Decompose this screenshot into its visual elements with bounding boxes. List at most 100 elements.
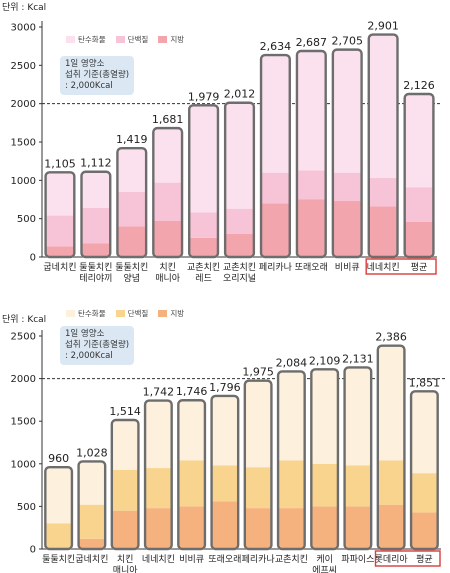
bar-segment-fat xyxy=(411,512,438,549)
category-label: 페리카나 xyxy=(259,262,292,273)
bar-outline xyxy=(188,104,220,259)
bar-segment-fat xyxy=(344,506,372,549)
bar-outline xyxy=(44,171,76,259)
bar-segment-protein xyxy=(244,467,272,509)
bar-segment-carb xyxy=(145,400,172,469)
bar-segment-protein xyxy=(153,182,183,221)
legend-item-fat: 지방 xyxy=(158,308,184,319)
daily-intake-note: 1일 영양소 섭취 기준(총열량) : 2,000Kcal xyxy=(60,56,135,95)
bar-segment-fat xyxy=(153,220,183,257)
category-label: 매니아 xyxy=(113,565,139,573)
bar-value-label: 1,742 xyxy=(143,386,175,399)
category-label: 교촌치킨 xyxy=(187,261,220,273)
bar-segment-protein xyxy=(178,460,205,507)
category-label: 레드 xyxy=(195,273,212,284)
note-line-2: 섭취 기준(총열량) xyxy=(65,340,130,350)
bar-segment-carb xyxy=(377,345,405,461)
bar-segment-carb xyxy=(411,391,438,474)
note-line-3: : 2,000Kcal xyxy=(65,351,113,361)
bar-segment-protein xyxy=(145,468,172,509)
bar-segment-protein xyxy=(332,172,362,202)
bar-segment-protein xyxy=(225,208,254,234)
y-tick-label: 1000 xyxy=(11,459,36,470)
category-label: 둘둘치킨 xyxy=(42,553,75,565)
category-label: 평균 xyxy=(411,262,428,273)
category-label: 오리지널 xyxy=(223,273,256,284)
bar-value-label: 2,126 xyxy=(403,79,435,92)
bar-segment-fat xyxy=(111,510,139,549)
bar-segment-fat xyxy=(78,538,106,549)
bar-segment-carb xyxy=(153,128,183,183)
category-label: 네네치킨 xyxy=(142,553,175,565)
bar-segment-protein xyxy=(211,465,239,502)
category-label: 케이 xyxy=(316,554,333,565)
bar-value-label: 1,975 xyxy=(242,366,274,379)
bar-segment-fat xyxy=(368,206,398,257)
category-label: 에프씨 xyxy=(312,565,337,573)
bar-value-label: 2,687 xyxy=(296,36,328,49)
bar-outline xyxy=(110,418,140,551)
bar-segment-fat xyxy=(311,506,338,549)
category-label: 둘둘치킨 xyxy=(115,261,148,273)
bar-outline xyxy=(143,399,173,551)
bar-segment-fat xyxy=(117,226,147,257)
bar-segment-protein xyxy=(344,465,372,507)
note-line-2: 섭취 기준(총열량) xyxy=(65,70,130,80)
legend-item-protein: 단백질 xyxy=(115,34,148,45)
bar-segment-carb xyxy=(404,94,434,188)
bar-segment-carb xyxy=(225,102,254,209)
bar-segment-carb xyxy=(178,400,205,461)
bar-outline xyxy=(210,394,240,551)
bar-value-label: 2,131 xyxy=(342,352,374,365)
bar-segment-protein xyxy=(411,473,438,513)
bar-segment-protein xyxy=(45,215,75,247)
y-tick-label: 3000 xyxy=(11,23,36,34)
bar-value-label: 2,386 xyxy=(375,331,407,344)
legend-swatch-protein xyxy=(115,36,125,43)
y-tick-label: 1000 xyxy=(11,176,36,187)
legend-item-carb: 탄수화물 xyxy=(66,308,106,319)
note-line-1: 1일 영양소 xyxy=(65,59,105,69)
bar-segment-protein xyxy=(311,463,338,507)
legend-item-carb: 탄수화물 xyxy=(66,34,106,45)
bar-outline xyxy=(376,344,406,551)
chart-bottom: 0 500 1000 1500 2000 2500 960 둘둘치킨 1,028 굽네치킨 1,51… xyxy=(0,288,450,573)
bar-segment-fat xyxy=(225,234,254,257)
category-label: 네네치킨 xyxy=(367,261,400,273)
bar-outline xyxy=(295,49,327,259)
y-tick-label: 500 xyxy=(17,214,36,225)
y-tick-label: 2000 xyxy=(11,99,36,110)
category-label: 페리카나 xyxy=(242,554,275,565)
bar-segment-fat xyxy=(211,501,239,549)
bar-outline xyxy=(152,126,184,259)
bar-segment-protein xyxy=(78,504,106,539)
bar-segment-carb xyxy=(211,395,239,466)
bar-segment-fat xyxy=(45,246,75,257)
unit-label: 단위 : Kcal xyxy=(2,315,47,325)
bar-segment-carb xyxy=(296,50,326,171)
bar-segment-fat xyxy=(178,506,205,549)
bar-outline xyxy=(177,399,207,551)
legend-label-fat: 지방 xyxy=(170,35,185,44)
category-label: 매니아 xyxy=(155,273,181,284)
bar-outline xyxy=(403,92,435,259)
bar-value-label: 1,105 xyxy=(44,157,76,170)
category-label: 둘둘치킨 xyxy=(79,261,112,273)
bar-value-label: 1,796 xyxy=(209,381,241,394)
y-tick-label: 1500 xyxy=(11,417,36,428)
bar-segment-fat xyxy=(261,203,290,257)
note-line-1: 1일 영양소 xyxy=(65,329,105,339)
bar-segment-fat xyxy=(145,508,172,549)
chart-top: 0 500 1000 1500 2000 2500 3000 1,105 굽네치킨 1,112 둘둘… xyxy=(2,3,441,284)
bar-value-label: 1,851 xyxy=(409,376,441,389)
y-tick-label: 1500 xyxy=(11,138,36,149)
y-tick-label: 0 xyxy=(30,253,36,264)
legend: 탄수화물 단백질 지방 xyxy=(66,308,184,319)
category-label: 파파이스 xyxy=(341,554,374,565)
bar-value-label: 2,012 xyxy=(224,88,256,101)
legend-item-protein: 단백질 xyxy=(115,308,148,319)
bar-segment-protein xyxy=(117,191,147,227)
bar-segment-carb xyxy=(311,369,338,464)
bar-segment-protein xyxy=(45,523,72,549)
bar-segment-protein xyxy=(261,172,290,204)
